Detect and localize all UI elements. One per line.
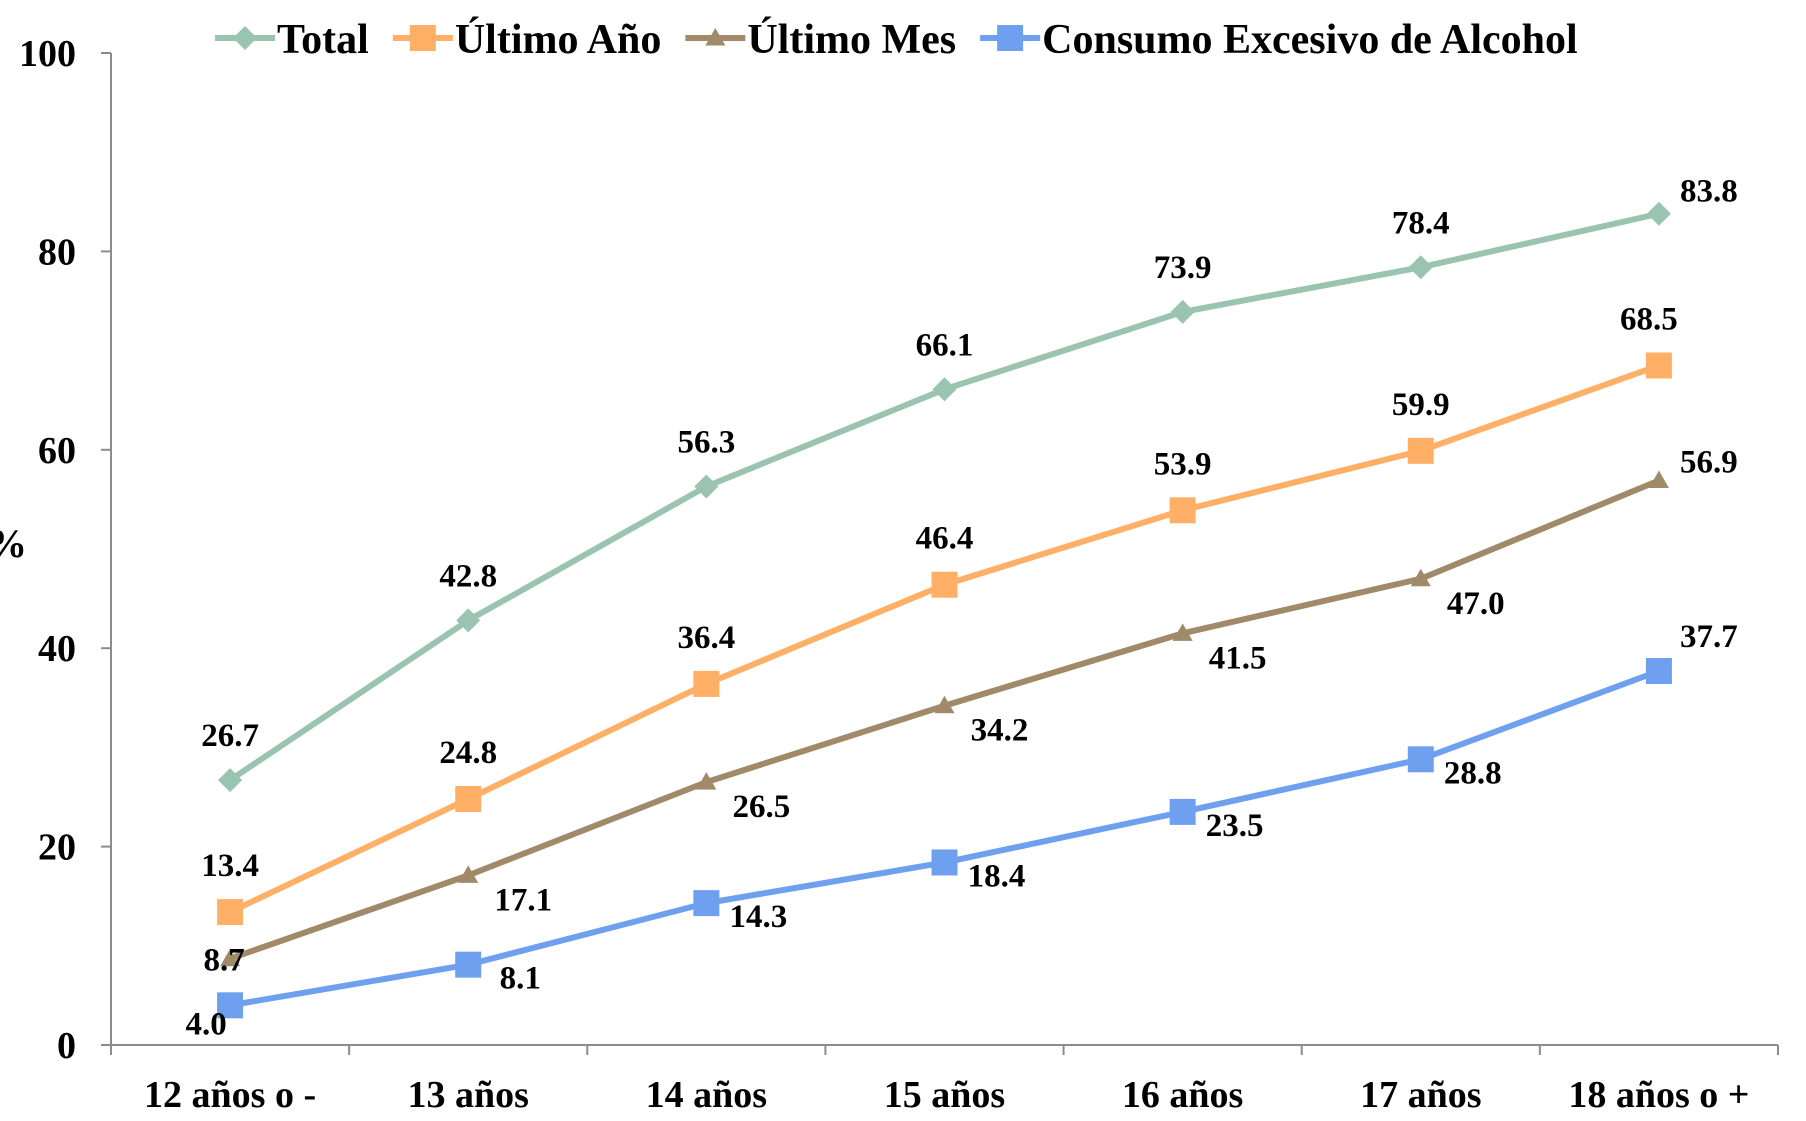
x-category-label: 18 años o + [1568, 1074, 1749, 1116]
data-label: 36.4 [677, 620, 735, 656]
data-label: 42.8 [439, 558, 497, 594]
square-marker [997, 25, 1024, 51]
series-3 [217, 658, 1672, 1019]
square-marker [931, 571, 958, 598]
diamond-marker [1170, 299, 1195, 324]
legend: Total Último Año Último Mes Consumo Excesiv… [215, 16, 1578, 63]
triangle-marker [1172, 623, 1193, 641]
data-label: 18.4 [968, 858, 1026, 894]
x-category-label: 14 años [646, 1074, 767, 1116]
diamond-marker [456, 608, 481, 633]
data-label: 59.9 [1392, 387, 1450, 423]
legend-item-0: Total [215, 17, 369, 63]
square-marker [217, 992, 244, 1019]
diamond-marker [233, 26, 257, 50]
square-marker [1645, 658, 1672, 685]
data-label: 53.9 [1154, 446, 1212, 482]
data-label: 34.2 [971, 713, 1029, 749]
x-category-label: 15 años [884, 1074, 1005, 1116]
data-label: 41.5 [1209, 640, 1267, 676]
square-marker [1407, 437, 1434, 464]
y-tick-label: 20 [38, 827, 76, 869]
data-label: 8.7 [203, 943, 244, 979]
data-label: 68.5 [1620, 301, 1678, 337]
data-label: 56.9 [1680, 445, 1738, 481]
legend-label: Consumo Excesivo de Alcohol [1042, 17, 1578, 63]
data-labels-layer: 26.7 42.8 56.3 66.1 73.9 78.4 83.8 13.4 24.8 36.4… [185, 174, 1737, 1043]
diamond-marker [218, 768, 243, 793]
data-label: 28.8 [1444, 755, 1502, 791]
y-tick-label: 0 [57, 1025, 76, 1067]
legend-label: Total [277, 17, 369, 63]
y-axis-title: % [0, 521, 27, 566]
y-tick-label: 60 [38, 430, 76, 472]
data-label: 4.0 [185, 1006, 226, 1042]
data-label: 23.5 [1206, 808, 1264, 844]
square-marker [931, 849, 958, 876]
diamond-marker [1646, 201, 1671, 226]
legend-item-2: Último Mes [685, 16, 956, 63]
series-2 [220, 470, 1669, 967]
triangle-marker [696, 772, 717, 790]
triangle-marker [220, 948, 241, 967]
series-line [227, 668, 1662, 1009]
legend-item-1: Último Año [392, 16, 662, 63]
legend-label: Último Año [455, 16, 662, 63]
data-label: 8.1 [500, 961, 541, 997]
data-label: 78.4 [1392, 205, 1450, 241]
square-marker [1169, 798, 1196, 825]
axes: 0 20 40 60 80 100% 12 años o - 13 años 14 años 15… [0, 33, 1779, 1116]
square-marker [1169, 497, 1196, 524]
square-marker [409, 25, 436, 51]
series-line [227, 210, 1662, 784]
square-marker [693, 890, 720, 917]
y-tick-label: 40 [38, 628, 76, 670]
square-marker [217, 899, 244, 926]
diamond-marker [694, 474, 719, 499]
x-category-label: 12 años o - [144, 1074, 316, 1116]
y-tick-label: 100 [19, 33, 76, 75]
square-marker [455, 951, 482, 978]
data-label: 37.7 [1680, 619, 1738, 655]
triangle-marker [458, 865, 479, 883]
square-marker [693, 670, 720, 697]
square-marker [455, 785, 482, 812]
diamond-marker [932, 377, 957, 402]
legend-item-3: Consumo Excesivo de Alcohol [980, 17, 1578, 63]
x-category-label: 16 años [1122, 1074, 1243, 1116]
diamond-marker [1408, 255, 1433, 280]
series-layer [217, 201, 1672, 1019]
data-label: 73.9 [1154, 250, 1212, 286]
triangle-marker [1648, 470, 1669, 489]
x-category-label: 17 años [1360, 1074, 1481, 1116]
data-label: 13.4 [201, 848, 259, 884]
data-label: 17.1 [494, 882, 552, 918]
y-tick-label: 80 [38, 231, 76, 273]
data-label: 26.7 [201, 718, 259, 754]
data-label: 14.3 [729, 899, 787, 935]
series-0 [218, 201, 1671, 793]
data-label: 83.8 [1680, 174, 1738, 210]
legend-label: Último Mes [747, 16, 956, 63]
data-label: 56.3 [677, 425, 735, 461]
square-marker [1645, 352, 1672, 379]
data-label: 47.0 [1447, 586, 1505, 622]
data-label: 46.4 [916, 521, 974, 557]
triangle-marker [705, 28, 726, 46]
square-marker [1407, 746, 1434, 773]
data-label: 66.1 [916, 327, 974, 363]
x-category-label: 13 años [408, 1074, 529, 1116]
series-1 [217, 352, 1672, 926]
triangle-marker [934, 695, 955, 714]
triangle-marker [1410, 568, 1431, 587]
data-label: 26.5 [732, 789, 790, 825]
data-label: 24.8 [439, 735, 497, 771]
